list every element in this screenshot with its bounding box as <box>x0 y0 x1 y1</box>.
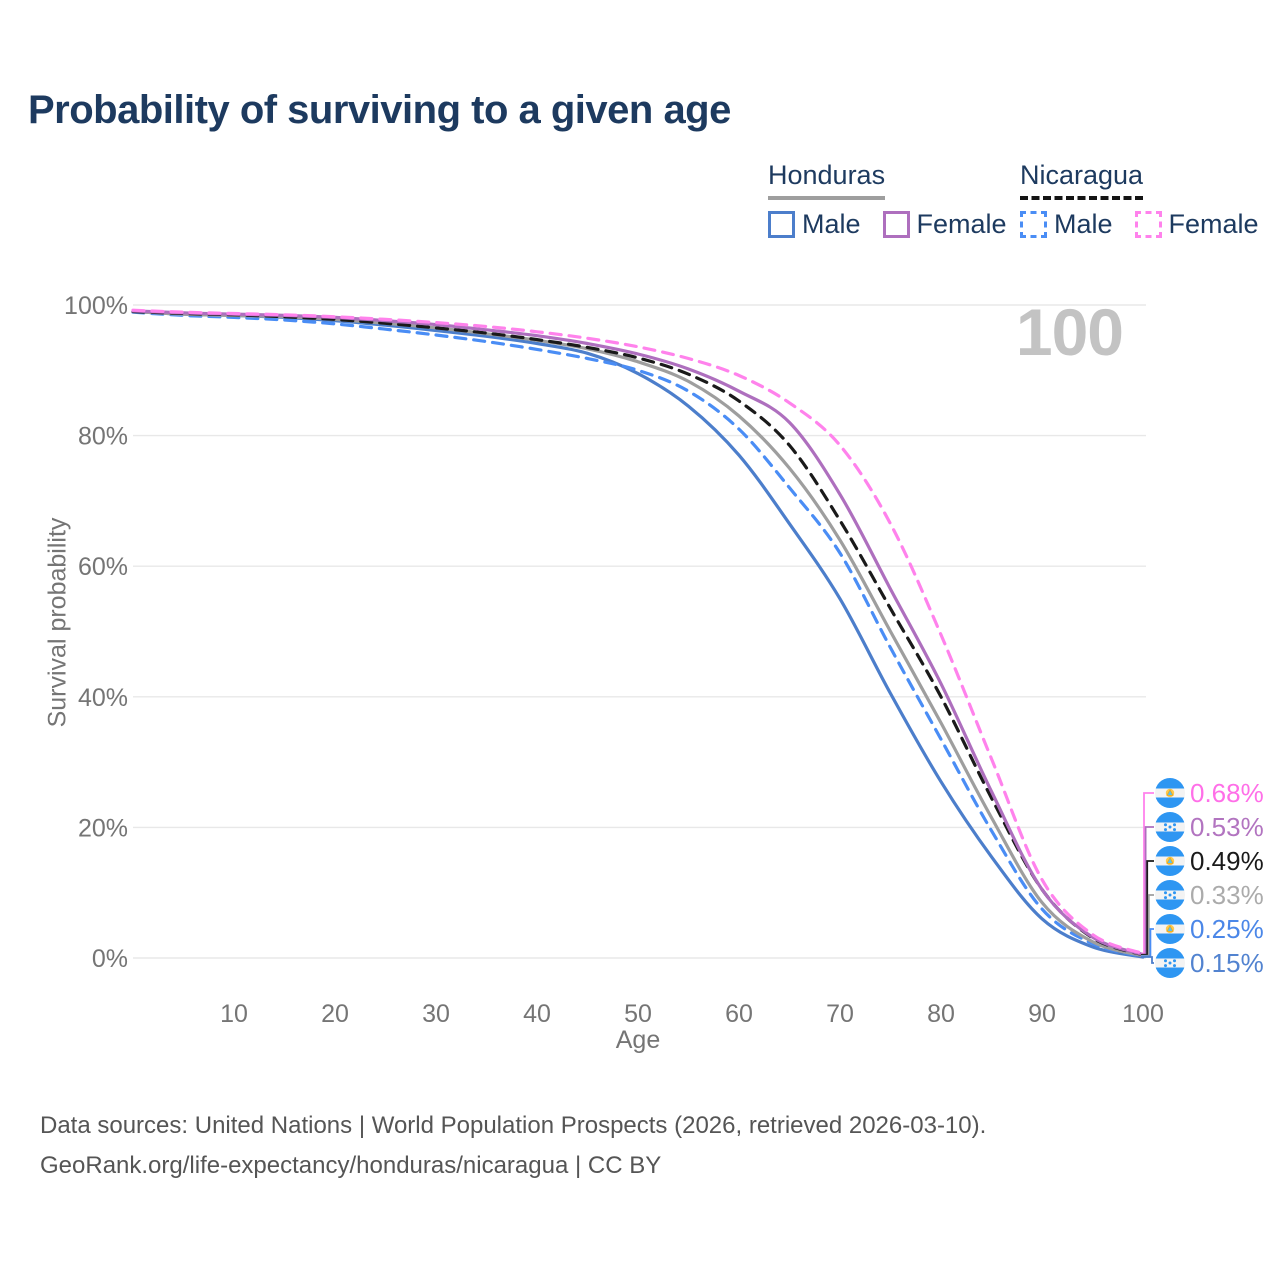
series-line-honduras_male <box>131 309 1145 959</box>
legend-item-label: Male <box>802 209 861 239</box>
x-tick-label: 70 <box>826 1000 854 1028</box>
x-axis-title: Age <box>615 1026 661 1054</box>
x-tick-label: 100 <box>1122 1000 1164 1028</box>
data-sources-line: Data sources: United Nations | World Pop… <box>40 1112 987 1139</box>
end-label-honduras_total: 0.33% <box>1155 878 1264 912</box>
legend-item-nicaragua-male[interactable]: Male <box>1020 209 1113 240</box>
honduras-flag-icon <box>1155 812 1185 842</box>
legend-item-honduras-female[interactable]: Female <box>882 209 1007 240</box>
legend-item-label: Male <box>1054 209 1113 239</box>
end-label-honduras_male: 0.15% <box>1155 946 1264 980</box>
end-label-value: 0.33% <box>1190 879 1264 910</box>
end-label-nicaragua_male: 0.25% <box>1155 912 1264 946</box>
legend-item-honduras-male[interactable]: Male <box>768 209 861 240</box>
attribution-line: GeoRank.org/life-expectancy/honduras/nic… <box>40 1152 662 1179</box>
end-label-value: 0.25% <box>1190 913 1264 944</box>
y-tick-label: 40% <box>78 684 128 712</box>
y-tick-label: 60% <box>78 553 128 581</box>
end-label-value: 0.49% <box>1190 845 1264 876</box>
honduras-flag-icon <box>1155 880 1185 910</box>
legend-items-nicaragua: Male Female <box>1020 209 1259 240</box>
legend-items-honduras: Male Female <box>768 209 1007 240</box>
honduras-female-swatch-icon <box>882 211 910 238</box>
x-tick-label: 90 <box>1028 1000 1056 1028</box>
legend-item-label: Female <box>1168 209 1259 239</box>
end-label-value: 0.68% <box>1190 777 1264 808</box>
nicaragua-male-swatch-icon <box>1020 211 1047 238</box>
page-title: Probability of surviving to a given age <box>28 88 731 132</box>
legend-item-nicaragua-female[interactable]: Female <box>1134 209 1259 240</box>
x-tick-label: 30 <box>422 1000 450 1028</box>
nicaragua-flag-icon <box>1155 778 1185 808</box>
series-line-nicaragua_female <box>131 308 1145 956</box>
hover-age-watermark: 100 <box>1015 295 1124 369</box>
x-tick-label: 20 <box>321 1000 349 1028</box>
legend-group-nicaragua: Nicaragua Male Female <box>1020 160 1259 240</box>
nicaragua-flag-icon <box>1155 846 1185 876</box>
end-label-nicaragua_female: 0.68% <box>1155 776 1264 810</box>
leader-line-honduras_male <box>1141 956 1154 964</box>
honduras-flag-icon <box>1155 948 1185 978</box>
x-tick-label: 40 <box>523 1000 551 1028</box>
series-line-nicaragua_total <box>131 309 1145 957</box>
x-tick-label: 80 <box>927 1000 955 1028</box>
leader-line-nicaragua_total <box>1141 860 1154 956</box>
legend-country-nicaragua: Nicaragua <box>1020 160 1144 200</box>
series-line-nicaragua_male <box>131 310 1145 958</box>
footer: Data sources: United Nations | World Pop… <box>40 1106 986 1186</box>
nicaragua-female-swatch-icon <box>1134 211 1162 238</box>
honduras-male-swatch-icon <box>768 211 795 238</box>
x-tick-label: 50 <box>624 1000 652 1028</box>
nicaragua-flag-icon <box>1155 914 1185 944</box>
legend-country-honduras: Honduras <box>768 160 886 200</box>
legend-group-honduras: Honduras Male Female <box>768 160 1007 240</box>
y-tick-label: 20% <box>78 814 128 842</box>
legend-item-label: Female <box>916 209 1007 239</box>
end-label-nicaragua_total: 0.49% <box>1155 844 1264 878</box>
end-label-honduras_female: 0.53% <box>1155 810 1264 844</box>
end-label-value: 0.53% <box>1190 811 1264 842</box>
y-axis-title: Survival probability <box>43 517 72 728</box>
end-label-value: 0.15% <box>1190 947 1264 978</box>
x-tick-label: 60 <box>725 1000 753 1028</box>
y-tick-label: 80% <box>78 423 128 451</box>
x-tick-label: 10 <box>220 1000 248 1028</box>
y-tick-label: 100% <box>64 292 128 320</box>
y-tick-label: 0% <box>92 945 128 973</box>
